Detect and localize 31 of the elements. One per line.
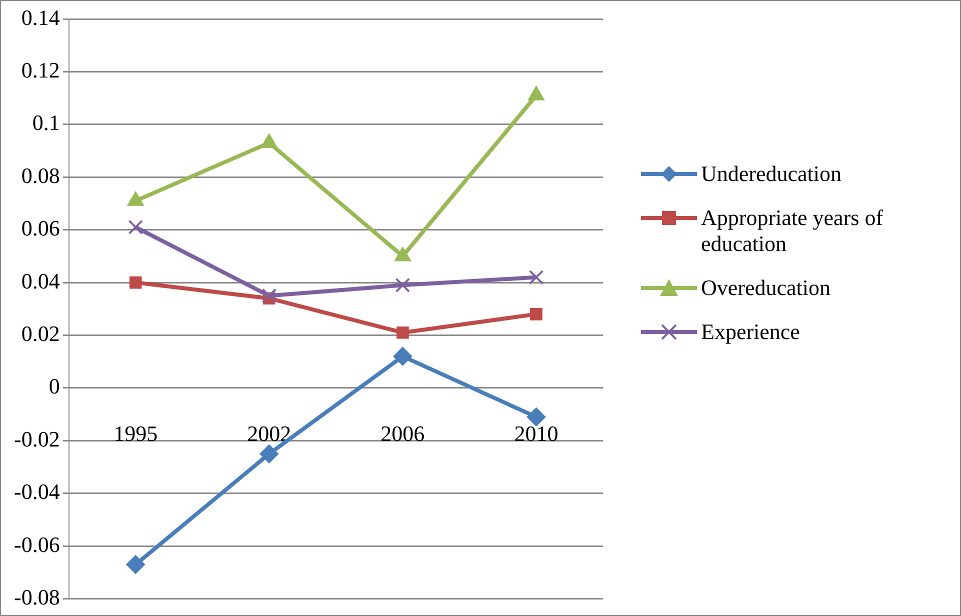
point — [396, 326, 409, 339]
legend-label: Undereducation — [701, 161, 842, 187]
y-tick-label: 0 — [48, 374, 60, 399]
point — [526, 407, 546, 426]
y-tick-label: 0.08 — [21, 162, 60, 188]
y-tick-label: -0.02 — [14, 426, 60, 452]
point — [262, 288, 277, 304]
legend-label: Experience — [701, 319, 800, 345]
y-tick-label: -0.08 — [14, 584, 60, 610]
point — [393, 346, 412, 366]
y-tick-label: 0.02 — [21, 321, 60, 346]
x-tick-label: 2010 — [514, 420, 558, 446]
y-tick-label: 0.1 — [32, 110, 60, 136]
x-tick-label: 2006 — [380, 420, 425, 446]
x-tick-label: 1995 — [114, 420, 158, 446]
point — [395, 278, 410, 293]
y-tick-label: 0.06 — [21, 216, 60, 241]
x-tick-label: 2002 — [247, 420, 292, 446]
legend-label: Overeducation — [701, 275, 830, 301]
y-tick-label: 0.04 — [21, 268, 60, 294]
y-tick-label: 0.14 — [21, 4, 60, 30]
y-tick-label: 0.12 — [21, 57, 60, 82]
point — [528, 270, 544, 285]
y-tick-label: -0.04 — [14, 479, 60, 504]
point — [260, 444, 279, 464]
point — [128, 220, 143, 235]
legend-label: Appropriate years of education — [701, 205, 884, 257]
point — [129, 276, 142, 289]
point — [530, 308, 542, 320]
y-tick-label: -0.06 — [14, 532, 60, 557]
point — [126, 555, 146, 574]
